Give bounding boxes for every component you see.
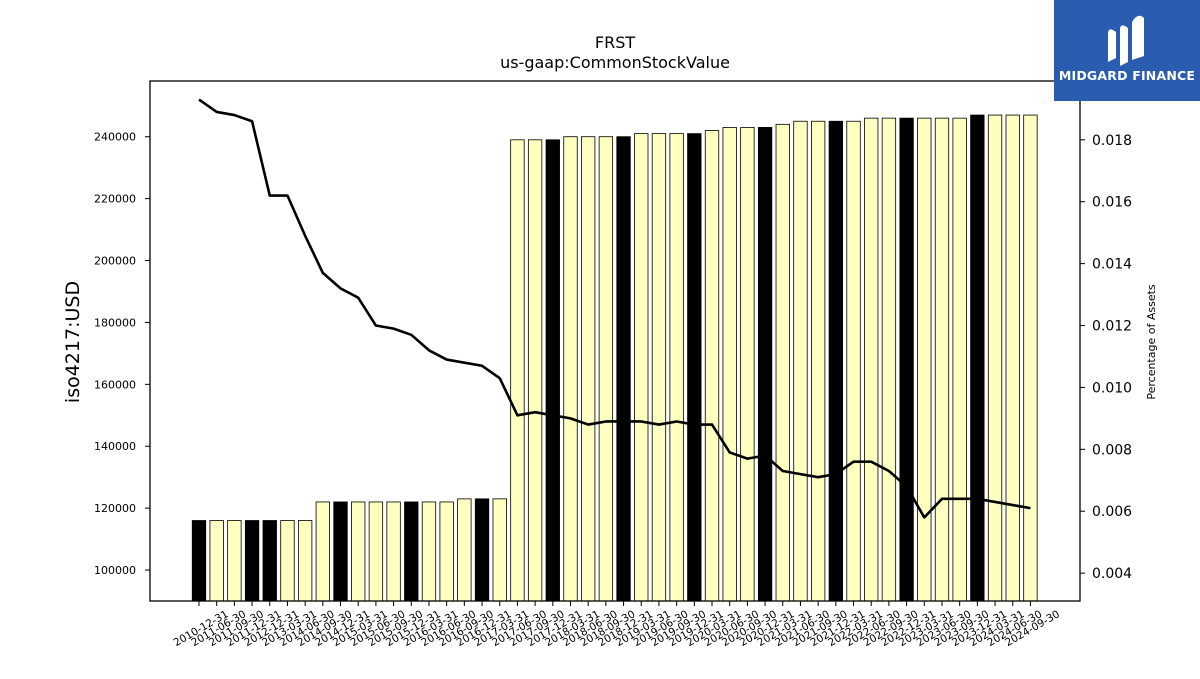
bar	[333, 501, 348, 602]
y2-tick-label: 0.012	[1092, 319, 1132, 335]
bar	[457, 498, 472, 602]
y2-tick-label: 0.008	[1092, 442, 1132, 458]
y-axis-label: iso4217:USD	[62, 281, 84, 403]
bar	[757, 127, 773, 602]
bar	[793, 120, 808, 602]
y-tick-label: 140000	[94, 440, 136, 453]
bar	[581, 136, 596, 602]
y2-tick-label: 0.010	[1092, 380, 1132, 396]
y-tick-label: 220000	[94, 193, 136, 206]
bar	[634, 133, 649, 602]
bar	[510, 139, 525, 602]
bar	[722, 127, 737, 602]
bar	[351, 501, 366, 602]
bar	[474, 498, 490, 602]
bar	[227, 520, 242, 602]
bar	[262, 520, 277, 602]
bar	[545, 139, 560, 602]
bar	[934, 117, 950, 602]
bar	[828, 120, 843, 602]
y-tick-label: 200000	[94, 255, 136, 268]
y2-tick-label: 0.004	[1092, 566, 1132, 582]
bar	[616, 136, 631, 602]
bar	[811, 120, 826, 602]
bar	[775, 123, 790, 602]
bar	[244, 520, 260, 602]
bar	[439, 501, 454, 602]
bar	[598, 136, 614, 602]
bar	[952, 117, 967, 602]
bar	[651, 133, 667, 602]
bar	[297, 520, 313, 602]
bar	[669, 133, 684, 602]
series-line-percentage-of-assets	[198, 98, 1031, 519]
brand-logo: MIDGARD FINANCE	[1054, 0, 1200, 101]
bar	[209, 520, 224, 602]
bar	[899, 117, 914, 602]
bar	[864, 117, 879, 602]
y2-tick-label: 0.016	[1092, 195, 1132, 211]
y-tick-label: 120000	[94, 502, 136, 515]
chart-title: FRST	[595, 33, 635, 52]
bar	[1005, 114, 1020, 602]
bar	[421, 501, 437, 602]
bar	[280, 520, 295, 602]
bar	[687, 133, 702, 602]
bar	[970, 114, 985, 602]
bar	[315, 501, 330, 602]
bar	[846, 120, 861, 602]
bar	[917, 117, 932, 602]
y2-tick-label: 0.006	[1092, 504, 1132, 520]
bar	[368, 501, 384, 602]
bar	[563, 136, 578, 602]
bar	[386, 501, 401, 602]
bar	[987, 114, 1003, 602]
bar	[704, 130, 720, 602]
y-tick-label: 240000	[94, 131, 136, 144]
y-tick-label: 180000	[94, 316, 136, 329]
y-tick-label: 100000	[94, 564, 136, 577]
brand-name: MIDGARD FINANCE	[1058, 68, 1196, 83]
bar	[881, 117, 897, 602]
y2-axis-label: Percentage of Assets	[1145, 284, 1158, 400]
bar	[191, 520, 207, 602]
bar	[404, 501, 419, 602]
bar	[1023, 114, 1038, 602]
y2-tick-label: 0.018	[1092, 133, 1132, 149]
chart-subtitle: us-gaap:CommonStockValue	[500, 53, 730, 72]
bar	[492, 498, 507, 602]
plot-frame	[149, 80, 1081, 602]
y2-tick-label: 0.014	[1092, 257, 1132, 273]
midgard-logo-icon	[1108, 15, 1144, 66]
bar	[527, 139, 543, 602]
bar	[740, 127, 755, 602]
y-tick-label: 160000	[94, 378, 136, 391]
